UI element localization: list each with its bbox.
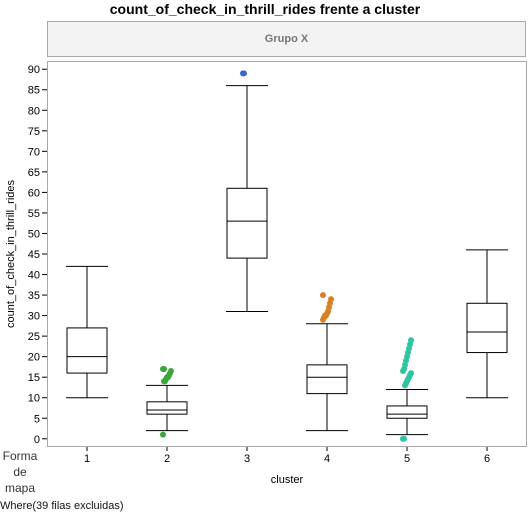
box-cluster-1 (66, 265, 108, 399)
y-tick-label: 30 (28, 311, 40, 323)
outlier-point (320, 292, 326, 299)
box-cluster-3 (226, 70, 268, 312)
chart-title: count_of_check_in_thrill_rides frente a … (109, 1, 421, 17)
x-tick-label: 1 (84, 453, 90, 465)
outlier-point (241, 70, 247, 77)
y-axis: 0 5 10 15 20 25 30 35 40 45 50 55 60 65 70 75 80 85 90 (28, 64, 47, 446)
group-x-header[interactable]: Grupo X (47, 21, 526, 57)
iqr-box (66, 327, 108, 374)
x-tick-label: 4 (324, 453, 330, 465)
plot-frame[interactable] (47, 61, 527, 447)
x-axis: 1 2 3 4 5 6 (84, 447, 490, 465)
outlier-point (401, 435, 407, 442)
y-tick-label: 55 (28, 208, 40, 220)
y-tick-label: 40 (28, 270, 40, 282)
outlier-point (328, 296, 334, 303)
y-tick-label: 50 (28, 228, 40, 240)
where-clause-note: Where(39 filas excluidas) (0, 500, 124, 512)
y-tick-label: 75 (28, 126, 40, 138)
y-tick-label: 25 (28, 331, 40, 343)
box-cluster-5 (386, 337, 428, 442)
outlier-point (408, 337, 414, 344)
iqr-box (226, 187, 268, 259)
box-cluster-4 (306, 292, 348, 432)
iqr-box (146, 401, 188, 415)
y-tick-label: 45 (28, 249, 40, 261)
y-axis-label: count_of_check_in_thrill_rides (5, 180, 17, 328)
iqr-box (306, 364, 348, 395)
outlier-point (168, 368, 174, 375)
box-cluster-6 (466, 249, 508, 399)
y-tick-label: 20 (28, 352, 40, 364)
y-tick-label: 60 (28, 187, 40, 199)
outlier-point (408, 370, 414, 377)
y-tick-label: 80 (28, 105, 40, 117)
y-tick-label: 0 (34, 434, 40, 446)
map-shape-label[interactable]: Forma de mapa (2, 449, 38, 495)
y-tick-label: 65 (28, 167, 40, 179)
x-tick-label: 5 (404, 453, 410, 465)
x-tick-label: 3 (244, 453, 250, 465)
iqr-box (466, 302, 508, 354)
outlier-point (161, 365, 167, 372)
y-tick-label: 90 (28, 64, 40, 76)
box-cluster-2 (146, 365, 188, 438)
x-axis-label: cluster (271, 474, 304, 486)
y-tick-label: 10 (28, 393, 40, 405)
y-tick-label: 35 (28, 290, 40, 302)
y-tick-label: 15 (28, 372, 40, 384)
iqr-box (386, 405, 428, 419)
y-tick-label: 85 (28, 85, 40, 97)
group-x-label: Grupo X (264, 33, 309, 45)
x-tick-label: 2 (164, 453, 170, 465)
y-tick-label: 70 (28, 146, 40, 158)
x-tick-label: 6 (484, 453, 490, 465)
y-tick-label: 5 (34, 413, 40, 425)
outlier-point (160, 431, 166, 438)
